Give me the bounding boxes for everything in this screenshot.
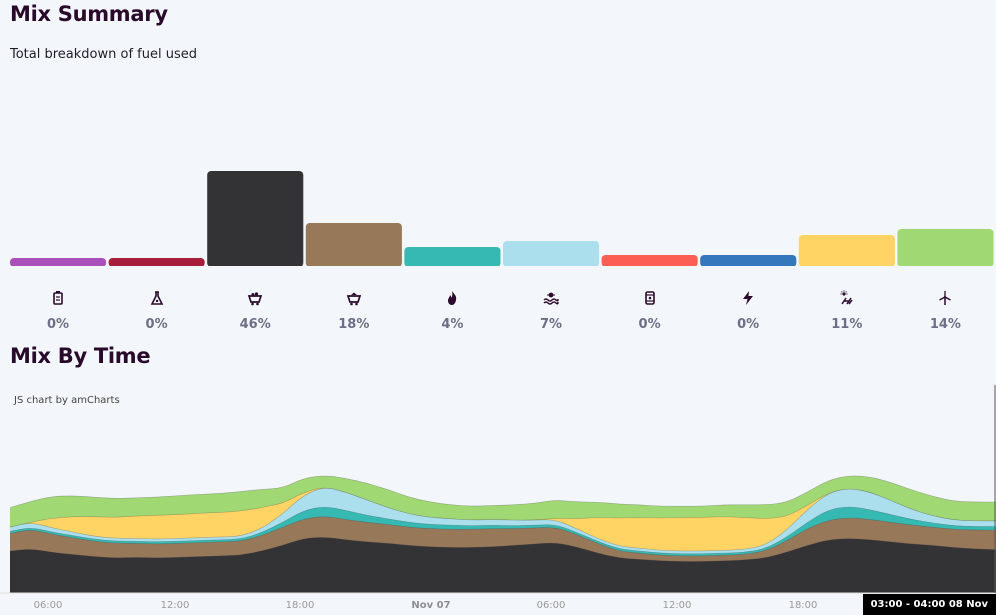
fuel-barrel-icon: [602, 286, 698, 308]
fuel-cell: 18%: [306, 286, 402, 336]
fuel-cell: 0%: [10, 286, 106, 336]
area-series-edge-3: [9, 487, 996, 552]
fuel-cell: 14%: [897, 286, 993, 336]
x-tick-label: 12:00: [662, 600, 692, 611]
mix-by-time-title: Mix By Time: [10, 344, 151, 368]
summary-bar-solar[interactable]: [798, 235, 895, 266]
fuel-cell: 11%: [799, 286, 895, 336]
wind-turbine-icon: [897, 286, 993, 308]
x-tick-label: 06:00: [33, 600, 63, 611]
summary-bar-chart: [10, 171, 994, 266]
flask-icon: [109, 286, 205, 308]
coal-cart-icon: [207, 286, 303, 308]
summary-bar-wind[interactable]: [897, 229, 994, 266]
area-series-0[interactable]: [10, 537, 996, 593]
amcharts-credit[interactable]: JS chart by amCharts: [14, 395, 120, 406]
fuel-percentage: 0%: [145, 317, 168, 332]
area-series-edge-2: [9, 506, 996, 555]
water-wave-icon: [503, 286, 599, 308]
fuel-percentage: 0%: [46, 317, 70, 332]
flame-icon: [404, 286, 500, 308]
solar-panel-icon: [799, 286, 895, 308]
fuel-cell: 46%: [207, 286, 303, 336]
x-tick-label: 06:00: [536, 600, 566, 611]
summary-bar-ore[interactable]: [305, 223, 402, 266]
fuel-percentage: 7%: [539, 317, 563, 332]
summary-bar-coal[interactable]: [207, 171, 304, 266]
fuel-cell: 7%: [503, 286, 599, 336]
mix-by-time-area-chart[interactable]: [0, 380, 996, 595]
summary-bar-flask[interactable]: [108, 258, 205, 266]
summary-bar-lightning[interactable]: [700, 255, 797, 266]
fuel-cell: 4%: [404, 286, 500, 336]
mix-summary-title: Mix Summary: [10, 2, 168, 26]
lightning-icon: [700, 286, 796, 308]
summary-bar-flame[interactable]: [404, 247, 501, 266]
fuel-cell: 0%: [602, 286, 698, 336]
time-tooltip: 03:00 - 04:00 08 Nov: [862, 594, 996, 615]
battery-icon: [10, 286, 106, 308]
x-tick-label: Nov 07: [411, 600, 451, 611]
fuel-percentage: 0%: [638, 317, 661, 332]
ore-cart-icon: [306, 286, 402, 308]
area-series-edge-0: [9, 537, 996, 562]
fuel-percentage: 18%: [338, 317, 370, 332]
summary-bar-wave[interactable]: [503, 241, 600, 266]
fuel-percentage: 4%: [441, 317, 464, 332]
mix-summary-subtitle: Total breakdown of fuel used: [10, 47, 197, 62]
x-tick-label: 12:00: [160, 600, 190, 611]
summary-bar-barrel[interactable]: [601, 255, 698, 266]
fuel-percentage: 0%: [737, 317, 760, 332]
x-tick-label: 18:00: [788, 600, 818, 611]
fuel-cell: 0%: [700, 286, 796, 336]
area-series-edge-5: [9, 475, 996, 508]
fuel-cell: 0%: [109, 286, 205, 336]
x-tick-label: 18:00: [285, 600, 315, 611]
fuel-percentage: 46%: [239, 317, 271, 332]
area-series-edge-1: [9, 516, 996, 557]
summary-bar-battery[interactable]: [10, 258, 107, 266]
fuel-percentage: 11%: [831, 317, 863, 332]
fuel-percentage: 14%: [929, 317, 961, 332]
